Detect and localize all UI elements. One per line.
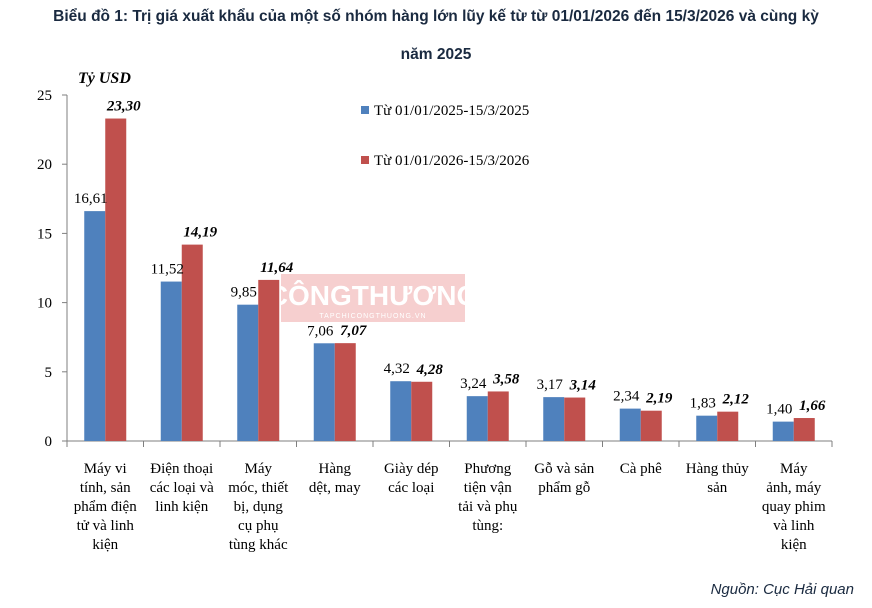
bar-2025 [543, 397, 565, 441]
bar-2025 [237, 304, 259, 441]
data-label-2026: 2,19 [645, 391, 673, 407]
data-label-2026: 4,28 [416, 362, 444, 378]
legend-swatch-2025 [361, 106, 369, 114]
data-label-2025: 1,40 [766, 402, 792, 418]
y-tick-label: 15 [37, 226, 52, 242]
data-label-2025: 11,52 [151, 262, 184, 278]
y-tick-label: 5 [45, 365, 53, 381]
x-category-label: tiện vận [464, 480, 512, 496]
x-category-label: Hàng thủy [686, 461, 749, 477]
x-category-label: cụ phụ [238, 518, 279, 534]
x-category-label: kiện [781, 537, 807, 553]
data-label-2026: 23,30 [106, 99, 141, 115]
bar-2026 [487, 391, 509, 441]
x-category-label: tính, sản [80, 480, 131, 496]
watermark-background [281, 274, 465, 322]
x-category-label: và linh [773, 518, 815, 534]
x-category-label: bị, dụng [234, 499, 284, 515]
source-note: Nguồn: Cục Hải quan [710, 581, 854, 598]
watermark-subtext: TAPCHICONGTHUONG.VN [319, 313, 426, 320]
bar-2026 [793, 418, 815, 441]
x-category-label: móc, thiết [228, 480, 289, 496]
data-label-2026: 3,14 [569, 378, 597, 394]
data-label-2026: 11,64 [260, 260, 293, 276]
bar-chart: CÔNGTHƯƠNG TAPCHICONGTHUONG.VN 0 5 10 15 20 25 T… [37, 70, 833, 553]
y-tick-label: 0 [45, 434, 53, 450]
x-category-label: Máy vi [84, 461, 127, 477]
chart-title-line1: Biểu đồ 1: Trị giá xuất khẩu của một số … [53, 8, 819, 25]
chart-title: Biểu đồ 1: Trị giá xuất khẩu của một số … [0, 6, 872, 63]
legend-swatch-2026 [361, 156, 369, 164]
x-category-label: phẩm gỗ [538, 480, 590, 496]
bar-2026 [258, 279, 280, 441]
bar-2025 [160, 281, 182, 441]
bar-2025 [696, 415, 718, 441]
bar-2026 [334, 343, 356, 441]
x-category-label: Cà phê [620, 461, 662, 477]
data-label-2026: 3,58 [492, 371, 520, 387]
data-label-2026: 7,07 [340, 323, 367, 339]
x-category-label: Máy [780, 461, 808, 477]
x-category-label: Phương [464, 461, 511, 477]
x-category-label: dệt, may [309, 480, 361, 496]
bar-2026 [564, 397, 586, 441]
x-category-label: quay phim [762, 499, 826, 515]
data-label-2026: 1,66 [799, 398, 826, 414]
x-category-label: kiện [92, 537, 118, 553]
x-category-label: Điện thoại [150, 461, 213, 477]
x-category-label: Hàng [319, 461, 352, 477]
x-category-label: tử và linh [77, 518, 135, 534]
data-label-2025: 16,61 [74, 191, 108, 207]
x-category-label: tùng khác [229, 537, 288, 553]
bar-2025 [772, 421, 794, 441]
x-category-label: các loại [388, 480, 434, 496]
watermark-logo-text: CÔNGTHƯƠNG [268, 279, 478, 311]
data-label-2025: 3,24 [460, 376, 487, 392]
data-label-2026: 2,12 [722, 392, 750, 408]
x-category-label: Máy [245, 461, 273, 477]
bar-2025 [84, 211, 106, 441]
y-tick-label: 10 [37, 296, 52, 312]
x-category-label: tải và phụ [458, 499, 518, 515]
x-category-label: tùng: [472, 518, 503, 534]
chart-title-line2: năm 2025 [400, 46, 472, 63]
data-label-2025: 2,34 [613, 389, 640, 405]
data-label-2025: 7,06 [307, 323, 334, 339]
x-category-label: linh kiện [155, 499, 208, 515]
x-category-label: Giày dép [384, 461, 439, 477]
bar-2026 [717, 411, 739, 441]
x-category-label: các loại và [150, 480, 214, 496]
x-category-label: phẩm điện [74, 499, 137, 515]
legend-label-2026: Từ 01/01/2026-15/3/2026 [374, 153, 530, 169]
bar-2026 [640, 410, 662, 441]
bar-2025 [619, 408, 641, 441]
data-label-2025: 4,32 [384, 361, 410, 377]
data-label-2026: 14,19 [183, 225, 217, 241]
data-label-2025: 1,83 [690, 396, 716, 412]
bar-2025 [313, 343, 335, 441]
y-axis-title: Tỷ USD [78, 70, 131, 87]
legend-label-2025: Từ 01/01/2025-15/3/2025 [374, 103, 529, 119]
y-tick-label: 20 [37, 157, 52, 173]
x-category-label: sản [707, 480, 727, 496]
bar-2025 [466, 396, 488, 441]
x-category-label: Gỗ và sản [534, 461, 594, 477]
bar-2026 [411, 381, 433, 441]
bar-2026 [181, 244, 203, 441]
y-tick-label: 25 [37, 88, 52, 104]
x-category-label: ảnh, máy [766, 480, 821, 496]
bar-2025 [390, 381, 412, 441]
bar-2026 [105, 118, 127, 441]
data-label-2025: 3,17 [537, 377, 564, 393]
data-label-2025: 9,85 [231, 285, 257, 301]
